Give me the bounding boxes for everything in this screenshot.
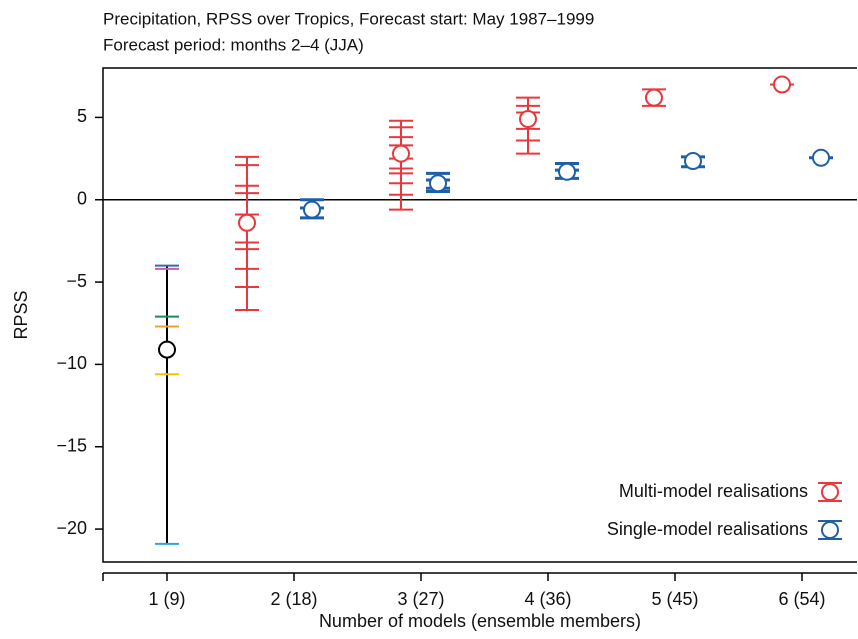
x-tick-label: 2 (18) <box>270 589 317 609</box>
mean-marker <box>303 200 321 219</box>
mean-marker <box>558 162 576 181</box>
mean-marker <box>519 110 537 129</box>
mean-marker <box>773 75 791 94</box>
y-tick-label: −15 <box>56 435 87 455</box>
x-tick-label: 1 (9) <box>148 589 185 609</box>
y-tick-label: −20 <box>56 518 87 538</box>
y-tick-label: −5 <box>66 271 87 291</box>
legend-symbol <box>821 521 839 539</box>
x-tick-label: 4 (36) <box>524 589 571 609</box>
mean-marker <box>158 340 176 359</box>
plot-frame <box>102 67 857 563</box>
mean-marker <box>645 88 663 107</box>
mean-marker <box>812 148 830 167</box>
chart-title: Precipitation, RPSS over Tropics, Foreca… <box>103 9 594 28</box>
mean-marker <box>684 152 702 171</box>
chart-subtitle: Forecast period: months 2–4 (JJA) <box>103 35 364 54</box>
mean-marker <box>238 213 256 232</box>
y-tick-label: −10 <box>56 353 87 373</box>
legend-symbol <box>821 483 839 501</box>
legend-label: Multi-model realisations <box>619 481 808 501</box>
y-axis-label: RPSS <box>11 290 31 339</box>
x-tick-label: 5 (45) <box>651 589 698 609</box>
y-tick-label: 5 <box>77 106 87 126</box>
x-axis-label: Number of models (ensemble members) <box>319 611 641 631</box>
mean-marker <box>429 174 447 193</box>
x-tick-label: 3 (27) <box>397 589 444 609</box>
x-tick-label: 6 (54) <box>778 589 825 609</box>
mean-marker <box>392 144 410 163</box>
y-tick-label: 0 <box>77 188 87 208</box>
legend-label: Single-model realisations <box>607 519 808 539</box>
